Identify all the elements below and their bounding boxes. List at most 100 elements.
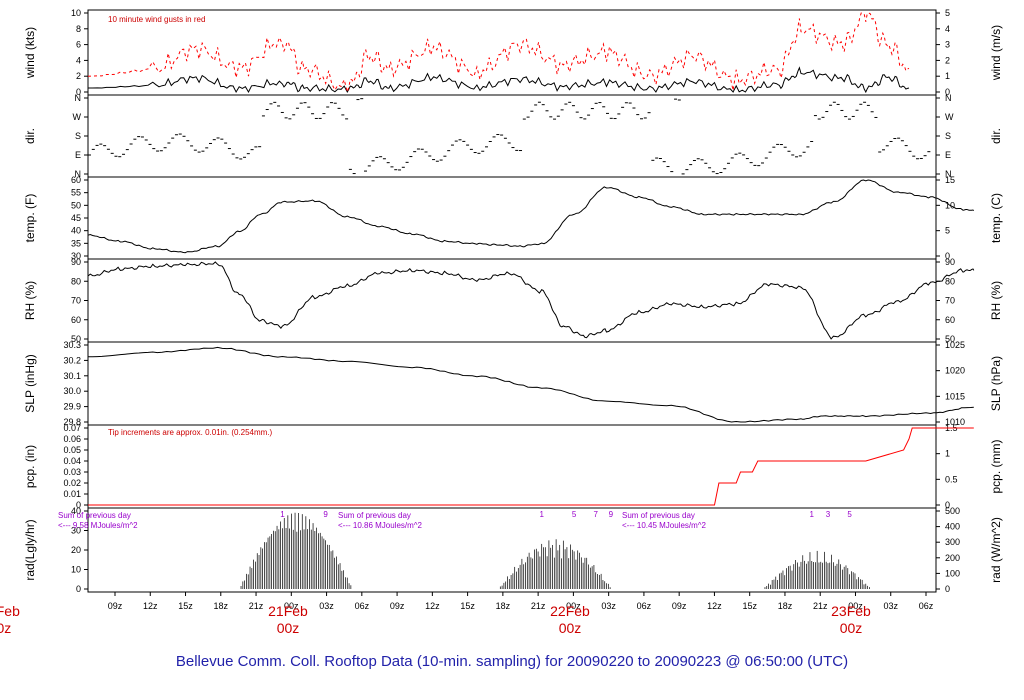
ytick-right-label: 4 — [945, 24, 950, 34]
xtick-label: 09z — [390, 601, 405, 611]
day-label-hour: 00z — [559, 620, 582, 636]
xtick-label: 18z — [778, 601, 793, 611]
day-label-hour: 00z — [277, 620, 300, 636]
rad-top-mark: 1 — [539, 510, 544, 519]
ylabel-right-dir: dir. — [989, 128, 1003, 144]
ytick-label: 0 — [76, 584, 81, 594]
ytick-right-label: N — [945, 93, 952, 103]
ytick-label: 6 — [76, 40, 81, 50]
ytick-label: 0 — [76, 87, 81, 97]
ytick-right-label: 0 — [945, 500, 950, 510]
ytick-right-label: 5 — [945, 8, 950, 18]
day-label-hour: 00z — [840, 620, 863, 636]
ytick-right-label: 300 — [945, 537, 960, 547]
ytick-right-label: 500 — [945, 506, 960, 516]
rad-annotation-line1: Sum of previous day — [338, 511, 411, 520]
ytick-right-label: 80 — [945, 276, 955, 286]
ytick-label: 10 — [71, 565, 81, 575]
ytick-right-label: 0.5 — [945, 474, 958, 484]
ytick-label: 40 — [71, 506, 81, 516]
ytick-right-label: 15 — [945, 175, 955, 185]
annotation-wind: 10 minute wind gusts in red — [108, 15, 205, 24]
ytick-label: N — [75, 169, 82, 179]
ytick-label: 50 — [71, 200, 81, 210]
ytick-right-label: 0 — [945, 251, 950, 261]
panel-frame-rad — [87, 507, 937, 593]
ytick-right-label: 0 — [945, 87, 950, 97]
rad-top-mark: 9 — [609, 510, 614, 519]
ylabel-right-rh: RH (%) — [989, 281, 1003, 320]
xtick-label: 15z — [742, 601, 757, 611]
ytick-right-label: 1 — [945, 71, 950, 81]
ytick-label: 20 — [71, 545, 81, 555]
ytick-label: 35 — [71, 238, 81, 248]
ytick-label: 30.3 — [63, 340, 81, 350]
xtick-label: 03z — [319, 601, 334, 611]
ytick-right-label: 1020 — [945, 366, 965, 376]
ytick-label: 0.02 — [63, 478, 81, 488]
ytick-right-label: 1010 — [945, 417, 965, 427]
ytick-label: 45 — [71, 213, 81, 223]
xtick-label: 12z — [707, 601, 722, 611]
series-wind-gust — [87, 12, 910, 94]
ytick-label: 30.0 — [63, 386, 81, 396]
day-label-date: 21Feb — [268, 603, 308, 619]
panel-frame-rh — [87, 258, 937, 343]
series-temp-temp — [87, 179, 975, 254]
xtick-label: 00z — [566, 601, 581, 611]
xtick-label: 18z — [496, 601, 511, 611]
ylabel-right-wind: wind (m/s) — [989, 25, 1003, 81]
xtick-label: 15z — [460, 601, 475, 611]
ytick-label: 4 — [76, 55, 81, 65]
ytick-right-label: 200 — [945, 553, 960, 563]
ytick-right-label: W — [945, 112, 954, 122]
ytick-label: 0.04 — [63, 456, 81, 466]
xtick-label: 03z — [883, 601, 898, 611]
rad-annotation-line2: <--- 9.58 MJoules/m^2 — [58, 521, 138, 530]
ytick-label: 0.03 — [63, 467, 81, 477]
ytick-right-label: 1025 — [945, 340, 965, 350]
day-label-date: 20Feb — [0, 603, 20, 619]
ylabel-right-temp: temp. (C) — [989, 193, 1003, 243]
ylabel-right-rad: rad (W/m^2) — [989, 517, 1003, 583]
ylabel-rad: rad(Lgly/hr) — [23, 519, 37, 580]
ylabel-right-slp: SLP (hPa) — [989, 356, 1003, 411]
ytick-right-label: E — [945, 150, 951, 160]
ytick-label: 0 — [76, 500, 81, 510]
xtick-label: 12z — [425, 601, 440, 611]
panel-frame-dir — [87, 94, 937, 178]
ytick-label: 2 — [76, 71, 81, 81]
rad-annotation-line2: <--- 10.86 MJoules/m^2 — [338, 521, 423, 530]
xtick-label: 21z — [531, 601, 546, 611]
series-slp-SLP — [88, 346, 974, 423]
rad-top-mark: 7 — [593, 510, 598, 519]
xtick-label: 06z — [637, 601, 652, 611]
xtick-label: 21z — [249, 601, 264, 611]
ytick-label: 8 — [76, 24, 81, 34]
ylabel-rh: RH (%) — [23, 281, 37, 320]
day-label-hour: 00z — [0, 620, 11, 636]
ytick-right-label: 0 — [945, 584, 950, 594]
ytick-label: E — [75, 150, 81, 160]
xtick-label: 00z — [848, 601, 863, 611]
ytick-label: 60 — [71, 315, 81, 325]
ytick-label: 55 — [71, 188, 81, 198]
ytick-label: 90 — [71, 257, 81, 267]
xtick-label: 00z — [284, 601, 299, 611]
ytick-label: 80 — [71, 276, 81, 286]
day-label-date: 23Feb — [831, 603, 871, 619]
rad-top-mark: 1 — [280, 510, 285, 519]
ytick-label: 60 — [71, 175, 81, 185]
ytick-label: 30.2 — [63, 355, 81, 365]
ytick-label: N — [75, 93, 82, 103]
rad-top-mark: 5 — [847, 510, 852, 519]
rad-top-mark: 3 — [826, 510, 831, 519]
ytick-right-label: 70 — [945, 296, 955, 306]
ytick-right-label: 90 — [945, 257, 955, 267]
rad-annotation-line2: <--- 10.45 MJoules/m^2 — [622, 521, 707, 530]
ytick-right-label: S — [945, 131, 951, 141]
ytick-label: 0.01 — [63, 489, 81, 499]
xtick-label: 06z — [919, 601, 934, 611]
ytick-right-label: 5 — [945, 226, 950, 236]
xtick-label: 15z — [178, 601, 193, 611]
